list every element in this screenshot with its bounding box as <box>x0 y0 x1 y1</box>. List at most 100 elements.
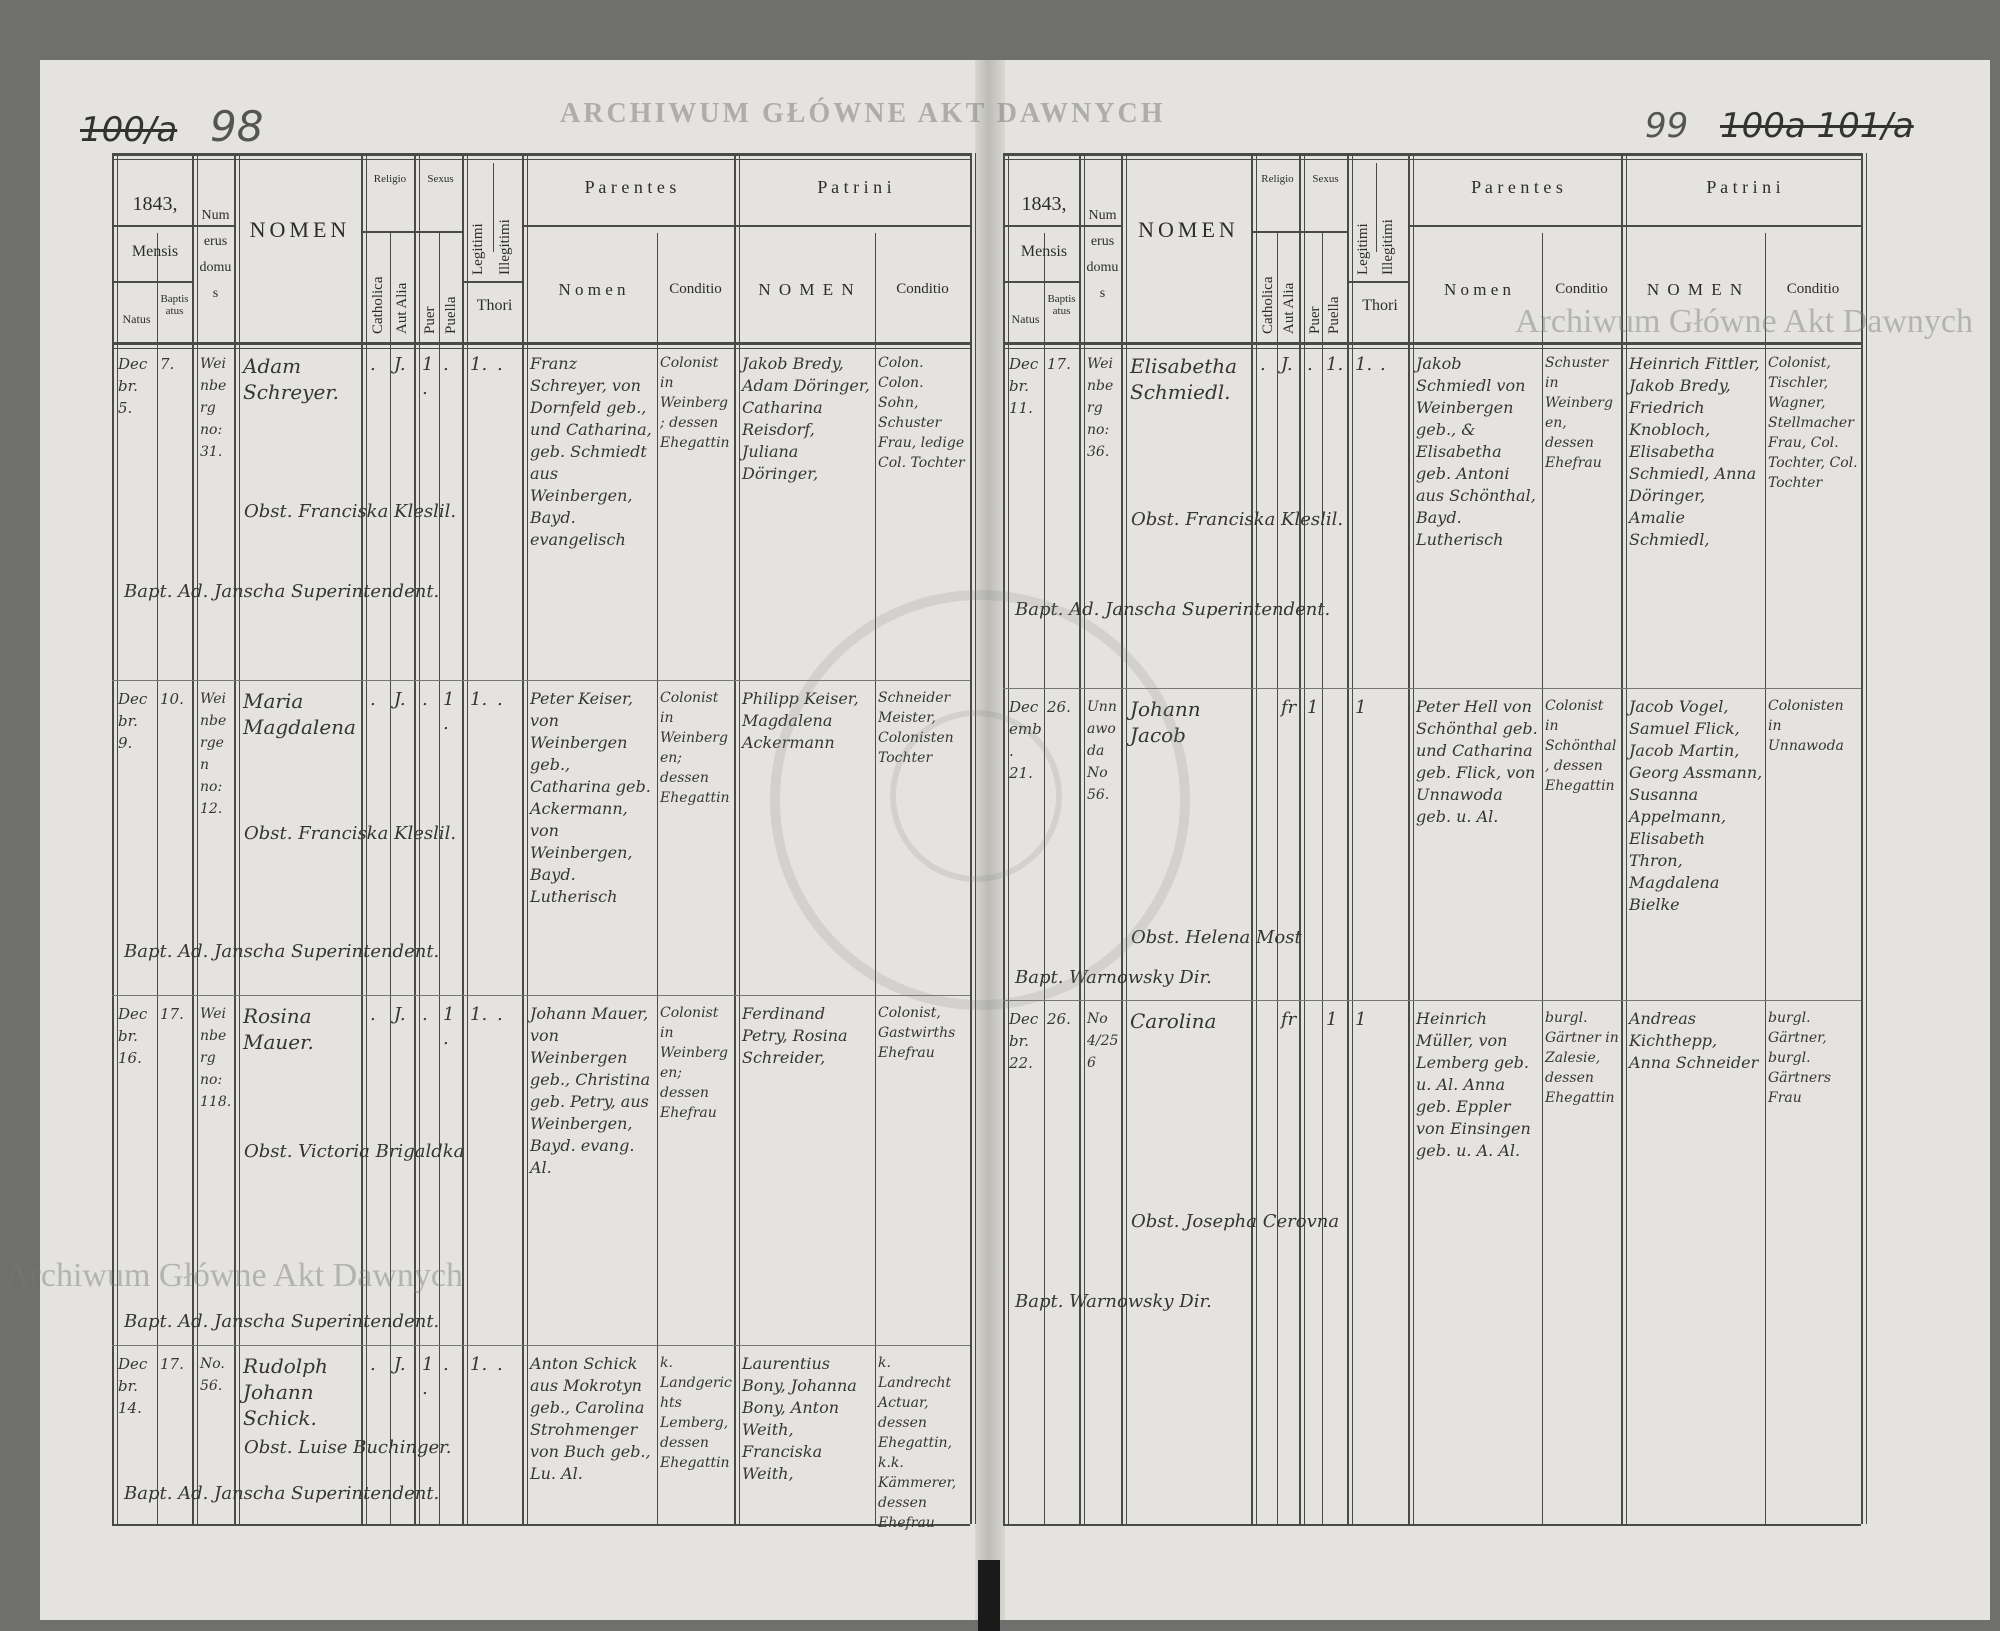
entry-baptisatus: 17. <box>1047 355 1071 373</box>
column-rule <box>739 153 740 1524</box>
entry-puer: . <box>422 1004 428 1025</box>
column-rule <box>239 153 240 1524</box>
column-rule <box>1408 153 1410 1524</box>
archive-watermark-left: Archiwum Główne Akt Dawnych <box>5 1257 463 1294</box>
header-patrini: P a t r i n i <box>817 177 892 197</box>
entry-legitimi: 1. <box>470 1004 488 1025</box>
entry-baptisatus: 7. <box>160 355 175 373</box>
entry-patrini-nomen: Laurentius Bony, Johanna Bony, Anton Wei… <box>742 1354 857 1483</box>
entry-patrini-conditio: Colonisten in Unnawoda <box>1768 698 1844 754</box>
entry-parentes-conditio: Colonist in Schönthal, dessen Ehegattin <box>1545 698 1617 794</box>
entry-natus: Decbr. 9. <box>118 690 148 752</box>
header-natus: Natus <box>1011 312 1040 326</box>
entry-patrini-conditio: Colonist, Tischler, Wagner, Stellmacher … <box>1768 355 1858 491</box>
entry-aut-alia: J. <box>394 1004 406 1025</box>
entry-nomen: Adam Schreyer. <box>243 354 340 404</box>
header-top-rule <box>112 153 970 156</box>
entry-catholica: . <box>370 1004 376 1025</box>
sub-column-rule <box>1376 163 1377 252</box>
entry-catholica: . <box>370 689 376 710</box>
header-bottom-rule <box>1003 348 1861 349</box>
column-rule <box>522 153 524 1524</box>
column-rule <box>527 153 528 1524</box>
entry-puella: 1 <box>1326 1009 1338 1030</box>
left-page-number: 98 <box>210 102 264 151</box>
entry-illegitimi: . <box>497 354 503 375</box>
entry-parentes-nomen: Johann Mauer, von Weinbergen geb., Chris… <box>530 1004 651 1177</box>
column-rule <box>419 153 420 1524</box>
archive-watermark-right: Archiwum Główne Akt Dawnych <box>1515 303 1973 340</box>
entry-baptisatus: 17. <box>160 1355 184 1373</box>
entry-obstetrix: Obst. Luise Buchinger. <box>244 1437 452 1458</box>
sub-column-rule <box>1277 233 1278 1524</box>
entry-parentes-conditio: Colonist in Weinbergen; dessen Ehegattin <box>660 690 730 806</box>
stamp-text: ARCHIWUM GŁÓWNE AKT DAWNYCH <box>560 98 1166 129</box>
sub-column-rule <box>439 233 440 1524</box>
header-patrini-nomen: N O M E N <box>1646 280 1745 299</box>
entry-patrini-nomen: Andreas Kichthepp, Anna Schneider <box>1629 1009 1759 1072</box>
left-page-number-struck: 100/a <box>80 110 178 150</box>
column-rule <box>1866 153 1867 1524</box>
column-rule <box>1621 153 1623 1524</box>
sub-header-rule <box>1408 225 1861 227</box>
table-bottom-rule <box>112 1524 970 1526</box>
entry-legitimi: 1. <box>1355 354 1373 375</box>
entry-legitimi: 1. <box>470 354 488 375</box>
header-top-rule <box>112 159 970 160</box>
header-mensis: Mensis <box>1020 243 1068 260</box>
entry-puella: 1. <box>1326 354 1344 375</box>
entry-illegitimi: . <box>497 689 503 710</box>
entry-puer: 1 <box>1307 697 1319 718</box>
entry-baptizans: Bapt. Ad. Janscha Superintendent. <box>124 1311 440 1332</box>
sub-header-rule <box>1079 225 1121 227</box>
header-puer: Puer <box>1307 306 1323 335</box>
sub-header-rule <box>1251 231 1347 233</box>
sub-header-rule <box>1003 225 1079 227</box>
entry-domus: Weinberg no: 118. <box>200 1006 232 1110</box>
header-natus: Natus <box>122 312 151 326</box>
sub-column-rule <box>157 233 158 1524</box>
header-numerus-domus: Numerus domus <box>1086 208 1119 301</box>
entry-domus: Weinberg no: 36. <box>1087 356 1114 460</box>
entry-baptisatus: 10. <box>160 690 184 708</box>
entry-separator <box>112 995 970 996</box>
entry-puer: 1. <box>422 354 434 399</box>
entry-patrini-conditio: Colon. Colon. Sohn, Schuster Frau, ledig… <box>878 355 965 471</box>
header-puella: Puella <box>443 296 459 335</box>
sub-header-rule <box>112 225 192 227</box>
column-rule <box>1299 153 1301 1524</box>
entry-baptizans: Bapt. Ad. Janscha Superintendent. <box>124 941 440 962</box>
right-page-number-struck: 100a 101/a <box>1720 106 1914 146</box>
header-puer: Puer <box>422 306 438 335</box>
sub-column-rule <box>390 233 391 1524</box>
entry-separator <box>112 680 970 681</box>
header-bottom-rule <box>112 342 970 345</box>
entry-nomen: Rosina Mauer. <box>243 1004 314 1054</box>
entry-parentes-nomen: Franz Schreyer, von Dornfeld geb., und C… <box>530 354 652 549</box>
sub-column-rule <box>1765 233 1766 1524</box>
header-illegitimi: Illegitimi <box>1380 219 1396 275</box>
year-label: 1843, <box>1021 193 1067 215</box>
entry-patrini-nomen: Jakob Bredy, Adam Döringer, Catharina Re… <box>742 354 870 483</box>
archive-stamp <box>770 590 1190 1010</box>
entry-natus: Decbr. 14. <box>118 1355 148 1417</box>
header-top-rule <box>1003 159 1861 160</box>
entry-catholica: . <box>370 1354 376 1375</box>
entry-aut-alia: J. <box>394 1354 406 1375</box>
header-parentes-nomen: N o m e n <box>558 280 626 299</box>
entry-nomen: Maria Magdalena <box>243 689 356 739</box>
header-parentes-conditio: Conditio <box>1555 281 1608 297</box>
entry-parentes-nomen: Anton Schick aus Mokrotyn geb., Carolina… <box>530 1354 651 1483</box>
header-aut-alia: Aut Alia <box>1281 282 1297 334</box>
entry-catholica: . <box>1260 354 1266 375</box>
column-rule <box>1352 153 1353 1524</box>
entry-obstetrix: Obst. Josepha Cerovna <box>1131 1211 1340 1232</box>
header-bottom-rule <box>112 348 970 349</box>
column-rule <box>366 153 367 1524</box>
header-puella: Puella <box>1326 296 1342 335</box>
column-rule <box>414 153 416 1524</box>
header-mensis: Mensis <box>131 243 179 260</box>
entry-domus: Weinbergen no: 12. <box>200 691 227 817</box>
header-legitimi: Legitimi <box>470 223 486 275</box>
column-rule <box>234 153 236 1524</box>
